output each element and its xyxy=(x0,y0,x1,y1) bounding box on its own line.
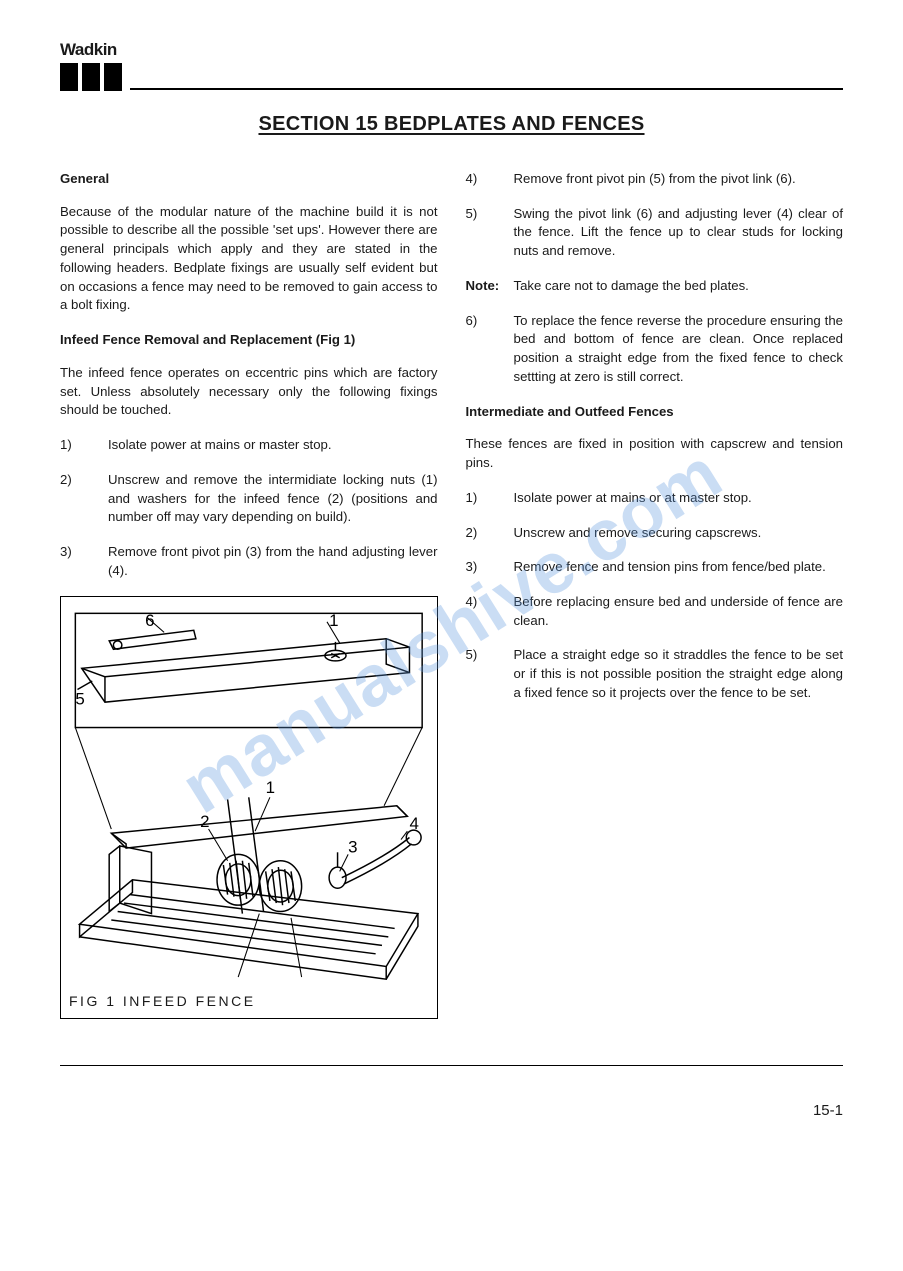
right-column: 4) Remove front pivot pin (5) from the p… xyxy=(466,170,844,1019)
step-4: 4) Remove front pivot pin (5) from the p… xyxy=(466,170,844,189)
step-number: 4) xyxy=(466,593,514,630)
logo-text: Wadkin xyxy=(60,40,128,60)
svg-text:1: 1 xyxy=(329,612,338,631)
step-number: 6) xyxy=(466,312,514,387)
step-number: 3) xyxy=(60,543,108,580)
page-number: 15-1 xyxy=(60,1102,843,1119)
para-infeed: The infeed fence operates on eccentric p… xyxy=(60,364,438,420)
body-columns: General Because of the modular nature of… xyxy=(60,170,843,1019)
outfeed-step-2: 2) Unscrew and remove securing capscrews… xyxy=(466,524,844,543)
figure-caption: FIG 1 INFEED FENCE xyxy=(69,992,429,1012)
step-text: Remove front pivot pin (3) from the hand… xyxy=(108,543,438,580)
svg-text:3: 3 xyxy=(348,838,357,857)
left-column: General Because of the modular nature of… xyxy=(60,170,438,1019)
step-text: Before replacing ensure bed and undersid… xyxy=(514,593,844,630)
note: Note: Take care not to damage the bed pl… xyxy=(466,277,844,296)
step-number: 2) xyxy=(466,524,514,543)
svg-text:5: 5 xyxy=(75,690,84,709)
heading-infeed: Infeed Fence Removal and Replacement (Fi… xyxy=(60,331,438,350)
outfeed-step-5: 5) Place a straight edge so it straddles… xyxy=(466,646,844,702)
step-number: 5) xyxy=(466,205,514,261)
outfeed-step-3: 3) Remove fence and tension pins from fe… xyxy=(466,558,844,577)
step-text: Isolate power at mains or at master stop… xyxy=(514,489,844,508)
svg-text:6: 6 xyxy=(145,612,154,631)
step-text: Remove front pivot pin (5) from the pivo… xyxy=(514,170,844,189)
heading-general: General xyxy=(60,170,438,189)
step-3: 3) Remove front pivot pin (3) from the h… xyxy=(60,543,438,580)
step-text: Place a straight edge so it straddles th… xyxy=(514,646,844,702)
outfeed-step-1: 1) Isolate power at mains or at master s… xyxy=(466,489,844,508)
para-general: Because of the modular nature of the mac… xyxy=(60,203,438,315)
footer-rule xyxy=(60,1065,843,1066)
step-text: To replace the fence reverse the procedu… xyxy=(514,312,844,387)
step-2: 2) Unscrew and remove the intermidiate l… xyxy=(60,471,438,527)
note-label: Note: xyxy=(466,277,514,296)
note-text: Take care not to damage the bed plates. xyxy=(514,277,844,296)
heading-intermediate: Intermediate and Outfeed Fences xyxy=(466,403,844,422)
outfeed-step-4: 4) Before replacing ensure bed and under… xyxy=(466,593,844,630)
figure-1: 6 1 5 2 1 3 4 xyxy=(60,596,438,1019)
section-title: SECTION 15 BEDPLATES AND FENCES xyxy=(60,113,843,136)
step-text: Remove fence and tension pins from fence… xyxy=(514,558,844,577)
step-text: Isolate power at mains or master stop. xyxy=(108,436,438,455)
step-number: 3) xyxy=(466,558,514,577)
header-rule xyxy=(130,88,843,90)
svg-text:4: 4 xyxy=(409,815,418,834)
step-number: 2) xyxy=(60,471,108,527)
svg-text:2: 2 xyxy=(200,812,209,831)
step-5: 5) Swing the pivot link (6) and adjustin… xyxy=(466,205,844,261)
svg-text:1: 1 xyxy=(266,779,275,798)
logo: Wadkin xyxy=(60,40,128,91)
step-6: 6) To replace the fence reverse the proc… xyxy=(466,312,844,387)
step-text: Unscrew and remove securing capscrews. xyxy=(514,524,844,543)
infeed-fence-diagram-icon: 6 1 5 2 1 3 4 xyxy=(69,607,429,988)
logo-bars-icon xyxy=(60,63,128,91)
para-intermediate: These fences are fixed in position with … xyxy=(466,435,844,472)
step-text: Swing the pivot link (6) and adjusting l… xyxy=(514,205,844,261)
header: Wadkin xyxy=(60,40,843,91)
step-text: Unscrew and remove the intermidiate lock… xyxy=(108,471,438,527)
step-number: 1) xyxy=(60,436,108,455)
step-number: 1) xyxy=(466,489,514,508)
step-1: 1) Isolate power at mains or master stop… xyxy=(60,436,438,455)
step-number: 5) xyxy=(466,646,514,702)
step-number: 4) xyxy=(466,170,514,189)
